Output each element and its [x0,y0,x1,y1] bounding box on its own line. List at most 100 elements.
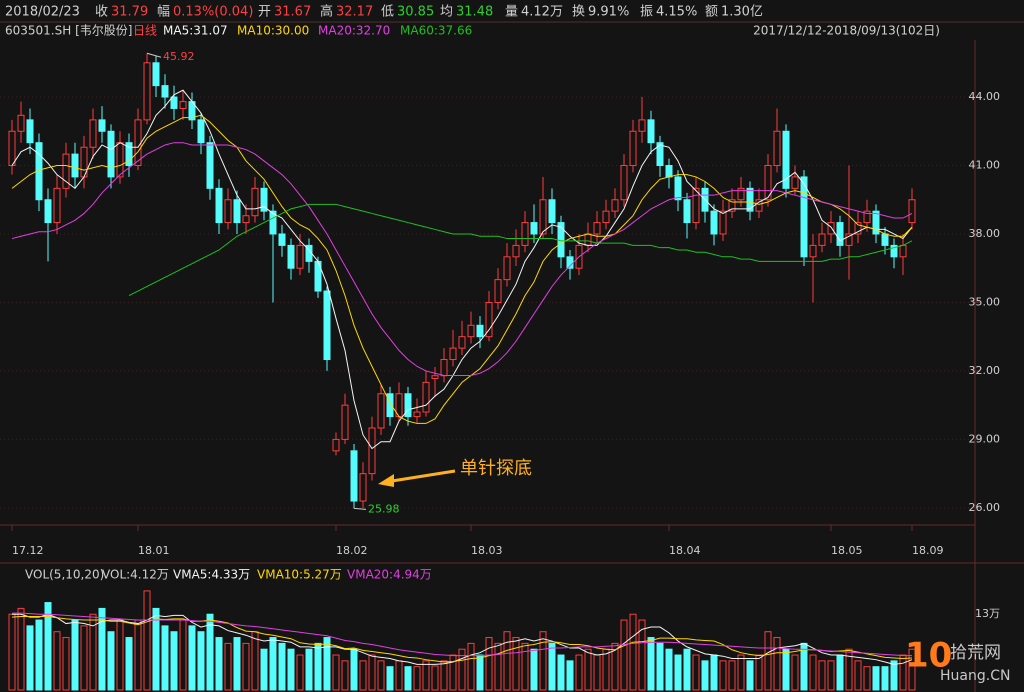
volume-bar [656,642,664,691]
annotation-arrow [391,469,456,483]
volume-bar [89,613,97,691]
volume-bar [161,625,169,691]
candle-body [485,301,493,338]
legend-entry: VMA5:4.33万 [173,568,250,582]
candle-body [656,142,664,167]
ma-line [11,89,913,450]
volume-bar [503,631,511,691]
candle-body [602,210,610,224]
candle-body [107,130,115,178]
candle-body [863,210,871,224]
candle-body [323,290,331,361]
quote-key: 幅 [157,5,170,20]
min-pointer [353,507,367,510]
y-tick-label: 44.00 [969,90,1001,103]
volume-bar [152,607,160,691]
candle-body [476,324,484,338]
symbol: 603501.SH [韦尔股份] [5,23,132,38]
candle-body [620,165,628,201]
quote-value: 1.30亿 [721,5,763,20]
candle-body [350,450,358,502]
x-tick-label: 18.02 [336,544,368,557]
volume-bar [881,666,889,691]
quote-key: 高 [320,4,333,20]
x-tick-label: 18.04 [669,544,701,557]
y-tick-label: 26.00 [969,501,1001,514]
volume-bar [692,654,700,691]
candle-body [665,165,673,178]
candle-body [233,199,241,224]
candle-body [692,187,700,224]
max-label: 45.92 [163,50,195,63]
candle-body [269,210,277,235]
quote-value: 9.91% [588,5,629,20]
volume-bar [593,654,601,691]
volume-bar [566,660,574,691]
volume-bar [350,648,358,691]
volume-bar [35,619,43,691]
x-tick-label: 18.01 [138,544,170,557]
quote-value: 4.12万 [521,5,563,20]
volume-bar [647,637,655,691]
legend-entry: MA60:37.66 [400,24,472,38]
volume-bar [404,666,412,691]
volume-bar [107,631,115,691]
legend-entry: MA5:31.07 [163,24,228,38]
volume-bar [836,654,844,691]
candle-body [71,153,79,178]
volume-bar [440,660,448,691]
y-tick-label: 29.00 [969,432,1001,445]
volume-bar [341,660,349,691]
volume-bar [539,631,547,691]
candle-body [746,187,754,212]
candle-body [62,153,70,189]
candle-body [683,199,691,224]
volume-bar [548,642,556,691]
volume-bar [134,619,142,691]
volume-bar [602,648,610,691]
candle-body [638,119,646,132]
candle-body [818,233,826,246]
watermark-domain: Huang.CN [940,668,1010,684]
candle-body [53,187,61,224]
candle-body [368,427,376,475]
volume-bar [899,654,907,691]
volume-bar [638,619,646,691]
volume-bar [431,665,439,691]
volume-name: VOL:4.12万 [102,568,169,582]
volume-bar [62,637,70,691]
volume-bar [359,660,367,691]
quote-value: 4.15% [656,5,697,20]
legend-entry: VMA20:4.94万 [347,568,432,582]
volume-bar [323,637,331,691]
min-label: 25.98 [368,502,400,515]
volume-bar [665,648,673,691]
volume-bar [179,619,187,691]
candle-body [773,130,781,167]
candle-body [782,130,790,189]
max-pointer [146,52,162,58]
candle-body [206,142,214,189]
volume-bar [530,648,538,691]
volume-bar [557,654,565,691]
candle-body [8,130,16,167]
candle-body [881,233,889,246]
candle-body [539,199,547,235]
volume-bar [674,654,682,691]
candle-body [890,244,898,258]
legend-entry: VMA10:5.27万 [257,568,342,582]
candle-body [512,244,520,258]
volume-bar [584,648,592,691]
ma-line [128,203,913,297]
quote-value: 31.67 [274,5,311,20]
candle-body [737,187,745,201]
y-tick-label: 38.00 [969,227,1001,240]
volume-bar [737,654,745,691]
annotation-arrowhead [378,474,394,487]
candle-body [764,165,772,201]
volume-bar [755,654,763,691]
candle-body [800,176,808,258]
candle-body [422,381,430,413]
volume-bar [197,631,205,691]
candle-body [296,244,304,269]
